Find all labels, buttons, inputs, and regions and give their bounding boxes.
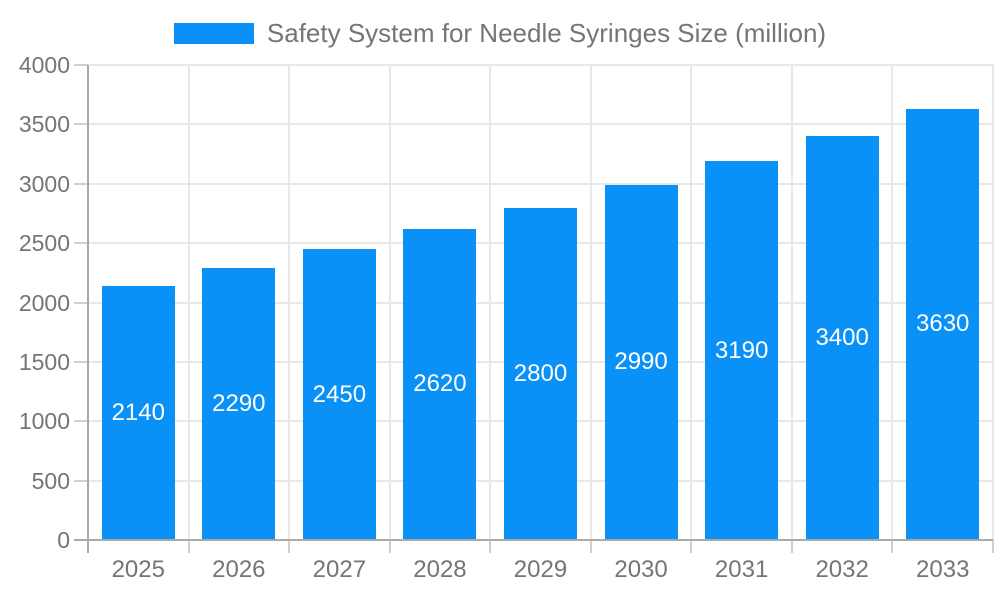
y-axis-tick [74,242,88,245]
x-axis-tick [690,540,693,553]
y-tick-label: 3500 [18,111,70,138]
vertical-gridline [388,65,391,540]
x-tick-label: 2030 [614,556,668,583]
bar-2030[interactable]: 2990 [604,184,678,540]
bar-2029[interactable]: 2800 [504,207,577,540]
bar-value-label: 2140 [111,398,165,426]
y-tick-label: 1500 [18,348,70,375]
x-tick-label: 2026 [212,556,266,583]
y-axis-line [87,65,89,553]
vertical-gridline [489,65,492,540]
bar-2033[interactable]: 3630 [906,108,980,540]
legend-swatch-icon [173,23,254,44]
y-axis-tick [74,420,88,423]
bar-2028[interactable]: 2620 [403,228,477,540]
x-tick-label: 2031 [714,556,769,583]
vertical-gridline [288,65,291,540]
y-tick-label: 0 [57,527,70,553]
x-axis-tick [891,540,894,553]
bar-value-label: 2450 [312,380,367,408]
bar-2026[interactable]: 2290 [202,268,276,540]
y-axis-tick [74,123,88,126]
bar-value-label: 3400 [815,324,869,352]
x-axis-tick [589,540,592,553]
vertical-gridline [891,65,894,540]
bar-2027[interactable]: 2450 [302,249,376,540]
bar-value-label: 2290 [212,390,266,418]
x-tick-label: 2027 [312,556,367,583]
horizontal-gridline [88,123,993,126]
vertical-gridline [790,65,793,540]
vertical-gridline [187,65,190,540]
chart-legend[interactable]: Safety System for Needle Syringes Size (… [0,18,1000,49]
x-axis-line [74,539,993,541]
y-axis-tick [74,64,88,66]
x-axis-tick [489,540,492,553]
bar-value-label: 3630 [916,310,970,338]
x-tick-label: 2025 [111,556,165,583]
x-axis-tick [388,540,391,553]
y-axis-tick [74,182,88,185]
x-tick-label: 2033 [916,556,970,583]
y-tick-label: 4000 [18,52,70,78]
bar-2031[interactable]: 3190 [705,161,779,540]
legend-label: Safety System for Needle Syringes Size (… [266,18,827,48]
bar-value-label: 2800 [513,359,568,387]
y-tick-label: 500 [31,467,70,494]
bar-value-label: 2990 [614,348,668,376]
vertical-gridline [589,65,592,540]
horizontal-gridline [88,64,993,66]
x-axis-tick [992,540,994,553]
bar-2032[interactable]: 3400 [805,136,879,540]
x-tick-label: 2028 [413,556,467,583]
y-tick-label: 2500 [18,230,70,257]
x-axis-tick [790,540,793,553]
horizontal-gridline [88,182,993,185]
vertical-gridline [690,65,693,540]
y-tick-label: 1000 [18,408,70,435]
x-axis-tick [288,540,291,553]
y-axis-tick [74,301,88,304]
x-axis-tick [187,540,190,553]
y-tick-label: 3000 [18,170,70,197]
y-axis-tick [74,360,88,363]
vertical-gridline [992,65,994,540]
y-axis-tick [74,479,88,482]
bar-value-label: 3190 [714,336,769,364]
bar-2025[interactable]: 2140 [101,285,175,540]
bar-value-label: 2620 [413,370,467,398]
x-tick-label: 2029 [513,556,568,583]
y-tick-label: 2000 [18,289,70,316]
x-tick-label: 2032 [815,556,869,583]
